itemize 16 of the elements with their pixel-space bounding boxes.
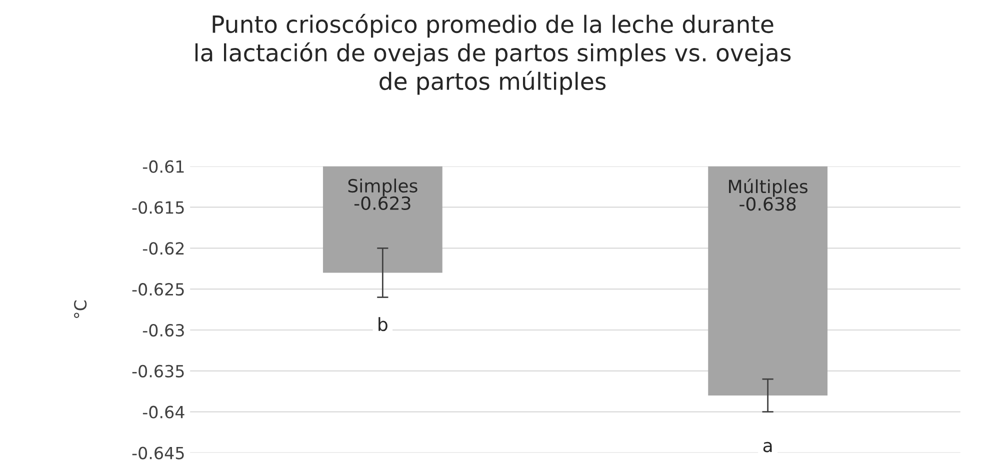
y-tick-label: -0.615 <box>132 201 184 214</box>
y-tick-label: -0.61 <box>142 160 184 173</box>
y-tick-label: -0.63 <box>142 324 184 337</box>
annotation: a <box>763 442 772 452</box>
data-label: -0.623 <box>354 196 410 210</box>
annotation: b <box>378 317 388 332</box>
y-tick-label: -0.645 <box>132 446 184 460</box>
x-tick-label: Múltiples <box>729 178 808 197</box>
y-tick-label: -0.62 <box>142 242 184 255</box>
y-tick-label: -0.635 <box>132 364 184 378</box>
y-tick-label: -0.625 <box>132 283 184 296</box>
chart-title: Punto crioscópico promedio de la leche durante la lactación de ovejas de partos simples vs. ovejas de partos múltiples <box>195 14 791 95</box>
y-axis-title: °C <box>74 300 87 318</box>
y-tick-label: -0.64 <box>142 406 184 418</box>
data-label: -0.638 <box>740 197 796 211</box>
x-tick-label: Simples <box>348 178 418 196</box>
